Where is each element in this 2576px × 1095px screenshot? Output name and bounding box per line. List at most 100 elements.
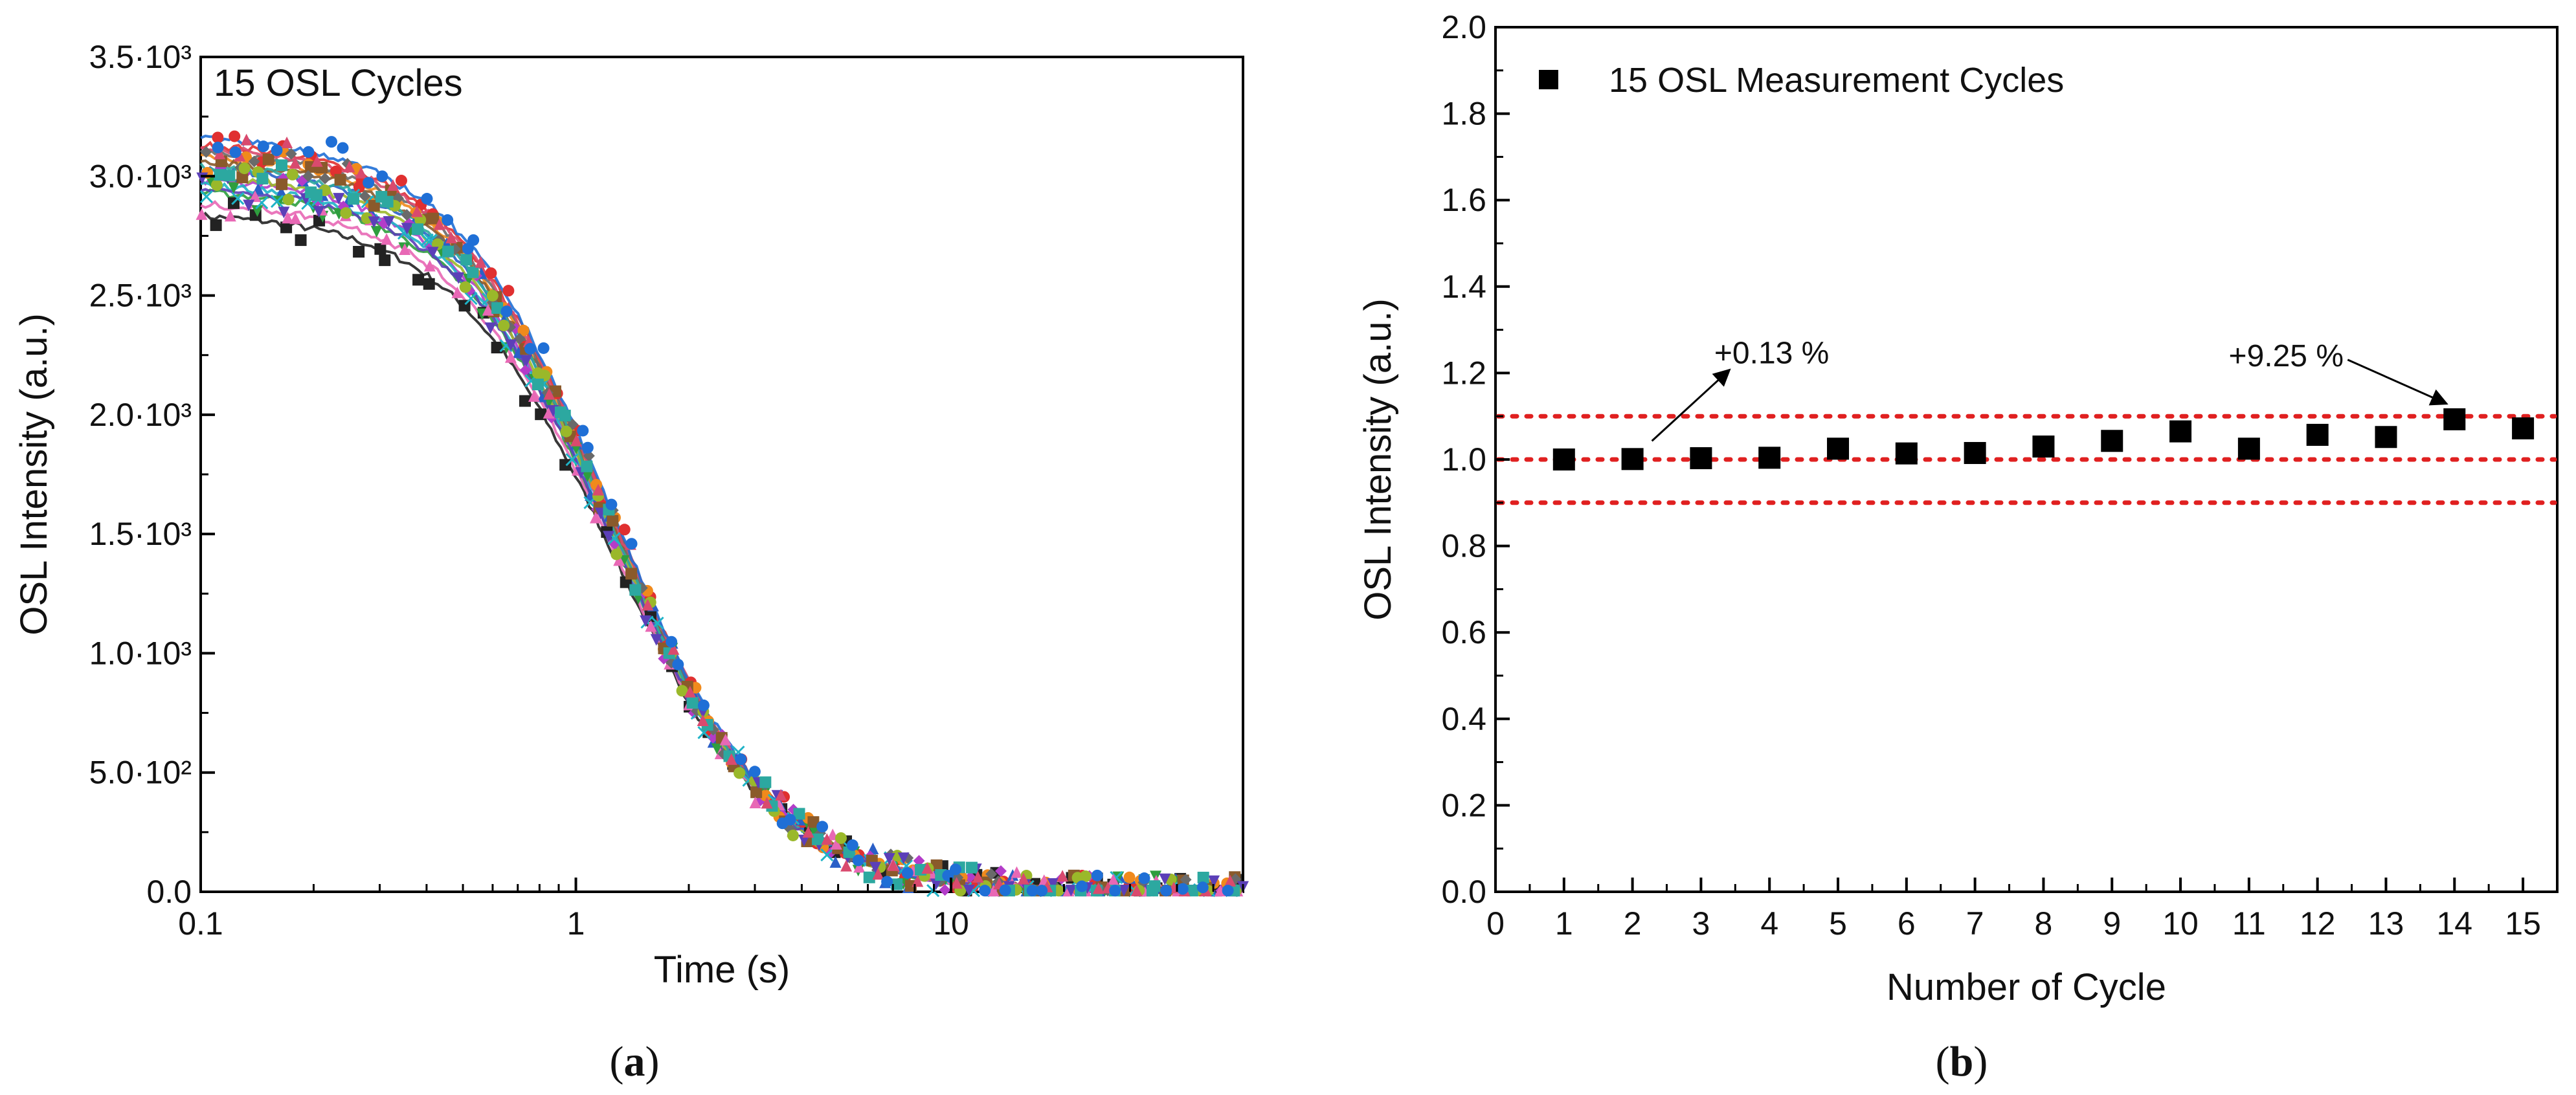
panel-b-label-letter: b (1950, 1038, 1974, 1085)
data-point (559, 410, 571, 422)
data-point (581, 441, 594, 454)
data-point (421, 193, 433, 205)
data-point (1026, 885, 1038, 897)
x-tick-label: 9 (2103, 905, 2121, 942)
decay-curve-cycle-13 (199, 162, 1244, 894)
decay-curve-cycle-3 (200, 166, 1244, 894)
panel-b-chart: 0.00.20.40.60.81.01.21.41.61.82.00 1 2 3 4 5 6… (1357, 9, 2559, 1085)
data-point (1196, 881, 1209, 894)
decay-curve-cycle-8 (200, 159, 1244, 894)
data-point (1107, 874, 1119, 886)
data-point (853, 861, 866, 873)
data-point (442, 214, 454, 227)
x-tick-label: 10 (933, 905, 969, 942)
panel-a-label: (a) (610, 1038, 660, 1085)
x-tick-label: 1 (1555, 905, 1573, 942)
data-point (642, 599, 654, 611)
data-point (869, 861, 881, 874)
y-tick-label: 2.0 (1441, 9, 1486, 45)
y-tick-label: 1.0 (1441, 441, 1486, 478)
data-point (684, 685, 696, 698)
data-point (749, 796, 761, 808)
data-point (759, 790, 772, 802)
data-point (1091, 869, 1103, 881)
data-point (341, 157, 353, 170)
data-point (581, 470, 594, 482)
data-point (1047, 878, 1059, 890)
panel-a-axes: 0.0 5.0·10² 1.0·10³ 1.5·10³ 2.0·10³ 2.5·10³ 3.… (89, 39, 1244, 942)
panel-b-legend: 15 OSL Measurement Cycles (1539, 61, 2064, 100)
data-point (505, 339, 517, 351)
data-point (370, 226, 383, 238)
data-point (486, 289, 498, 302)
data-point (807, 816, 820, 828)
data-point (979, 885, 991, 897)
data-point (1079, 870, 1092, 882)
data-point (524, 342, 536, 355)
data-point (374, 243, 386, 255)
data-point (672, 658, 684, 670)
data-point (846, 839, 858, 851)
panel-a-markers (196, 130, 1249, 898)
data-point-cycle-13 (2375, 426, 2397, 448)
data-point (295, 234, 307, 247)
data-point (581, 460, 593, 472)
data-point (276, 178, 288, 190)
data-point (459, 281, 471, 293)
data-point (603, 531, 615, 543)
data-point (343, 160, 355, 173)
data-point (1076, 880, 1088, 892)
data-point (337, 142, 349, 154)
data-point (256, 173, 269, 185)
data-point (1130, 884, 1143, 896)
annotation-text-2: +9.25 % (2229, 339, 2344, 373)
data-point (427, 247, 439, 259)
data-point (840, 859, 853, 872)
data-point (285, 148, 297, 160)
data-point (273, 195, 286, 208)
data-point (1036, 885, 1048, 897)
data-point (1224, 874, 1237, 887)
x-tick-label: 6 (1898, 905, 1916, 942)
data-point (401, 208, 413, 221)
data-point (519, 364, 532, 376)
panel-b-reference-lines (1495, 414, 2557, 505)
data-point (913, 855, 925, 867)
data-point (543, 388, 555, 400)
data-point (650, 634, 662, 646)
data-point (750, 786, 763, 799)
data-point (482, 304, 494, 316)
data-point (912, 875, 924, 887)
data-point (1011, 866, 1023, 878)
data-point-cycle-2 (1621, 448, 1644, 470)
data-point (319, 172, 331, 184)
data-point (442, 245, 454, 258)
data-point (543, 406, 555, 419)
data-point (227, 182, 240, 194)
data-point (719, 733, 732, 746)
data-point (735, 753, 747, 766)
data-point (275, 186, 287, 198)
data-point-cycle-1 (1552, 448, 1575, 470)
y-tick-label: 3.5·10³ (89, 39, 192, 75)
x-tick-label: 5 (1829, 905, 1847, 942)
data-point (453, 272, 465, 284)
data-point (423, 260, 436, 272)
data-point (852, 854, 864, 867)
data-point (231, 192, 245, 205)
data-point (517, 324, 530, 337)
data-point (262, 153, 274, 166)
annotation-arrow-2 (2347, 359, 2448, 406)
data-point (686, 697, 699, 709)
data-point-cycle-6 (1895, 442, 1918, 465)
legend-marker (1539, 70, 1558, 89)
data-point (423, 278, 435, 290)
y-tick-label: 2.0·10³ (89, 397, 192, 433)
data-point (1186, 885, 1198, 897)
data-point (257, 140, 269, 153)
data-point (629, 584, 642, 596)
data-point (302, 146, 315, 158)
data-point (1123, 871, 1136, 883)
data-point (340, 207, 352, 219)
data-point (214, 169, 226, 181)
